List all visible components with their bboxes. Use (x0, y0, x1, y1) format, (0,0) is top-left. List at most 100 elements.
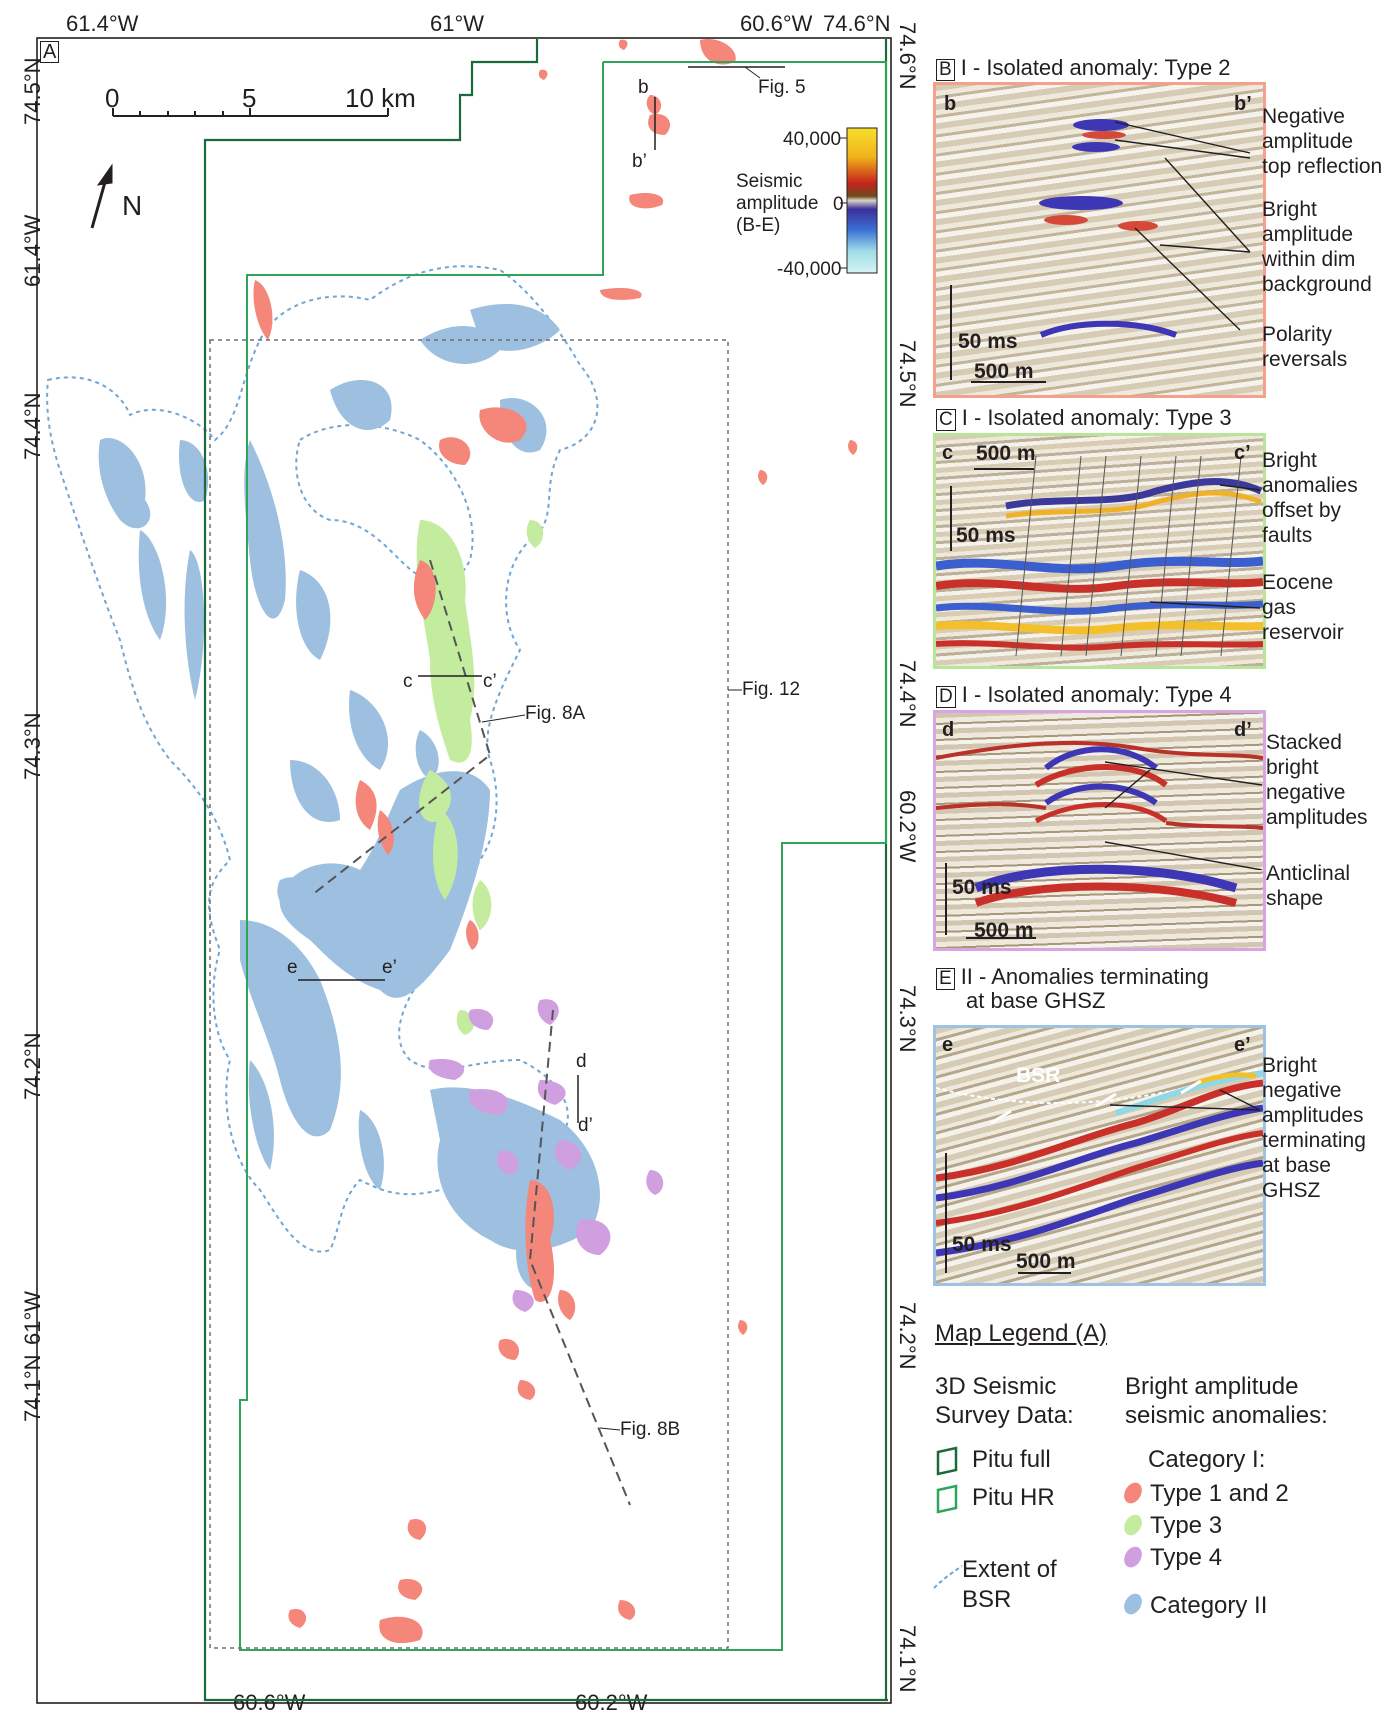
anomaly-swatches (1124, 1482, 1142, 1615)
seismic-section-c: c c’ 500 m 50 ms (933, 433, 1266, 669)
legend-type12: Type 1 and 2 (1150, 1480, 1289, 1507)
section-c-scale-ms: 50 ms (956, 524, 1016, 547)
legend-survey-heading: 3D Seismic (935, 1373, 1057, 1400)
colorbar-title: amplitude (736, 193, 819, 214)
panel-e-title: E II - Anomalies terminating (936, 964, 1209, 990)
scale-label: 5 (242, 83, 257, 113)
type12-swatch (1124, 1482, 1142, 1504)
graticule-label-top: 74.6°N (823, 11, 891, 36)
pitu-hr-swatch (936, 1484, 958, 1514)
type3-swatch (1124, 1514, 1142, 1536)
panel-letter-b: B (936, 59, 955, 81)
bsr-extent-outline (295, 424, 474, 584)
section-c-leaders (1149, 484, 1260, 609)
colorbar-mid: 0 (833, 194, 844, 215)
section-d-annotation: Stacked bright negative amplitudes (1266, 731, 1368, 829)
section-d-left-label: d (942, 719, 955, 741)
scale-bar (112, 108, 389, 117)
legend-survey-heading: Survey Data: (935, 1402, 1074, 1429)
colorbar-title: (B-E) (736, 215, 781, 236)
scale-label: 10 km (345, 83, 416, 113)
category2-swatch (1124, 1593, 1142, 1615)
profile-label: c (403, 671, 413, 692)
legend-category1: Category I: (1148, 1446, 1266, 1473)
legend-type3: Type 3 (1150, 1512, 1223, 1539)
figure-ref-fig8b: Fig. 8B (620, 1419, 681, 1440)
section-e-right-label: e’ (1234, 1034, 1251, 1056)
type4-anomalies (428, 999, 664, 1312)
type12-anomalies (253, 39, 858, 1644)
profile-label: d (576, 1051, 587, 1072)
scale-label: 0 (105, 83, 120, 113)
profile-label: b (638, 77, 649, 98)
section-d-leaders (1104, 761, 1263, 870)
section-e-leaders (1110, 1089, 1261, 1111)
colorbar-title: Seismic (736, 171, 803, 192)
legend-anomaly-heading: Bright amplitude (1125, 1373, 1299, 1400)
map-canvas (36, 37, 892, 1704)
section-e-scale-m: 500 m (1016, 1250, 1076, 1273)
profile-label: b’ (632, 151, 647, 172)
legend-anomaly-heading: seismic anomalies: (1125, 1402, 1328, 1429)
panel-e-title-line2: at base GHSZ (966, 988, 1106, 1013)
pitu-full-swatch (936, 1446, 958, 1476)
pitu-hr-outline (239, 61, 887, 1651)
section-d-scale-ms: 50 ms (952, 876, 1012, 899)
north-arrow (90, 163, 113, 229)
pitu-full-outline (203, 38, 888, 1702)
map-panel: 61.4°W 61°W 60.6°W 74.6°N 60.6°W 60.2°W … (20, 11, 920, 1714)
section-b-annotation: Polarity reversals (1262, 323, 1348, 371)
profile-label: e (287, 957, 298, 978)
section-c-scale-m: 500 m (976, 442, 1036, 465)
section-b-left-label: b (944, 93, 957, 115)
section-c-anomalies (936, 455, 1263, 657)
section-e-scale-ms: 50 ms (952, 1233, 1012, 1256)
section-d-right-label: d’ (1234, 719, 1252, 741)
colorbar-max: 40,000 (783, 129, 842, 150)
figure-ref-fig5: Fig. 5 (758, 77, 806, 98)
legend-category2: Category II (1150, 1592, 1268, 1619)
section-c-annotation: Eocene gas reservoir (1262, 571, 1344, 644)
legend-pitu-full: Pitu full (972, 1446, 1051, 1473)
seismic-section-e: e e’ BSR 50 ms 500 m (933, 1025, 1266, 1286)
panel-letter-a: A (40, 41, 60, 63)
section-e-bsr-label: BSR (1016, 1064, 1061, 1087)
profile-label: e’ (382, 957, 397, 978)
fig8a-line (311, 559, 492, 896)
north-label: N (122, 190, 143, 221)
section-c-right-label: c’ (1234, 442, 1251, 464)
section-d-anomalies (936, 740, 1263, 939)
section-e-anomalies (936, 1067, 1263, 1274)
seismic-section-b: b b’ 50 ms 500 m (933, 82, 1266, 398)
section-b-leaders (1114, 121, 1251, 331)
section-c-left-label: c (942, 442, 954, 464)
colorbar-min: -40,000 (777, 259, 842, 280)
fig12-outline (209, 339, 729, 1649)
section-b-scale-ms: 50 ms (958, 330, 1018, 353)
legend-bsr: Extent of (962, 1556, 1057, 1583)
category2-anomalies (98, 304, 600, 1290)
type4-swatch (1124, 1546, 1142, 1568)
panel-letter-d: D (936, 686, 956, 708)
legend-type4: Type 4 (1150, 1544, 1223, 1571)
section-b-right-label: b’ (1234, 93, 1252, 115)
panel-letter-e: E (936, 968, 955, 990)
graticule-label-top: 61°W (430, 11, 485, 36)
graticule-label-top: 60.6°W (740, 11, 813, 36)
figure-ref-fig12: Fig. 12 (742, 679, 801, 700)
amplitude-colorbar (846, 127, 878, 274)
profile-label: d’ (578, 1115, 593, 1136)
legend-title: Map Legend (A) (935, 1320, 1108, 1347)
panel-letter-c: C (936, 409, 956, 431)
legend-bsr: BSR (962, 1586, 1012, 1613)
section-e-left-label: e (942, 1034, 954, 1056)
section-b-annotation: Negative amplitude top reflection (1262, 105, 1383, 178)
legend-pitu-hr: Pitu HR (972, 1484, 1055, 1511)
map-legend: Map Legend (A) 3D Seismic Survey Data: P… (930, 1320, 1390, 1640)
bsr-extent-outline (46, 265, 599, 1253)
seismic-section-d: d d’ 50 ms 500 m (933, 710, 1266, 951)
survey-swatches (936, 1446, 958, 1514)
section-c-annotation: Bright anomalies offset by faults (1262, 449, 1358, 547)
